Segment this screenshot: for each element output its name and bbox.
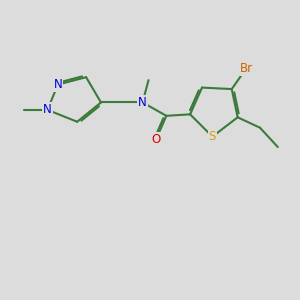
- Text: N: N: [138, 96, 147, 109]
- Text: N: N: [53, 78, 62, 91]
- Text: S: S: [209, 130, 216, 143]
- Text: N: N: [43, 103, 52, 116]
- Text: Br: Br: [240, 62, 253, 75]
- Text: O: O: [151, 133, 160, 146]
